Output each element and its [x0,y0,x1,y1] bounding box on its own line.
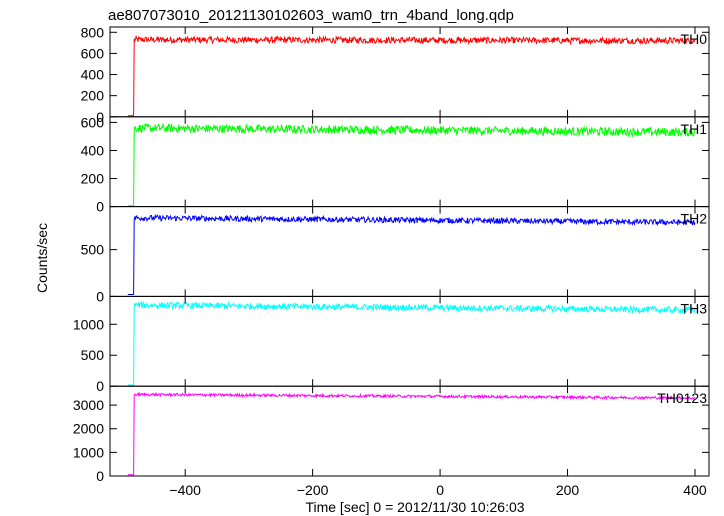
series-line-th2 [127,213,696,295]
x-tick-label: 200 [556,482,580,498]
y-tick-label: 2000 [73,421,104,437]
panel-frame-th0123 [109,385,710,477]
y-tick-label: 0 [96,288,104,304]
y-tick-label: 600 [81,45,105,61]
series-line-th3 [127,300,696,386]
panel-label-th1: TH1 [681,121,708,137]
y-tick-label: 500 [81,347,105,363]
chart-title: ae807073010_20121130102603_wam0_trn_4ban… [108,7,514,24]
y-tick-label: 0 [96,378,104,394]
panel-label-th3: TH3 [681,300,708,316]
x-tick-label: 0 [436,482,444,498]
y-tick-label: 3000 [73,397,104,413]
y-tick-label: 0 [96,468,104,484]
series-line-th1 [127,122,696,207]
panels-group: 0 200 400 600 800 TH0 0 200 400 600 TH1 0 500 TH2 0 500… [73,24,710,498]
y-tick-label: 1000 [73,444,104,460]
y-tick-label: 0 [96,109,104,125]
panel-label-th0: TH0 [681,31,708,47]
series-line-th0 [127,34,696,117]
y-tick-label: 400 [81,67,105,83]
y-tick-label: 500 [81,242,105,258]
y-tick-label: 0 [96,199,104,215]
y-tick-label: 200 [81,88,105,104]
y-axis-label: Counts/sec [34,223,50,293]
y-tick-label: 600 [81,114,105,130]
panel-label-th2: TH2 [681,211,708,227]
y-tick-label: 1000 [73,316,104,332]
panel-label-th0123: TH0123 [657,390,707,406]
series-line-th0123 [127,391,696,476]
x-axis-label: Time [sec] 0 = 2012/11/30 10:26:03 [305,499,524,515]
x-tick-label: −200 [297,482,329,498]
y-tick-label: 800 [81,24,105,40]
y-tick-label: 400 [81,142,105,158]
x-tick-label: −400 [169,482,201,498]
y-tick-label: 200 [81,171,105,187]
x-tick-label: 400 [683,482,707,498]
